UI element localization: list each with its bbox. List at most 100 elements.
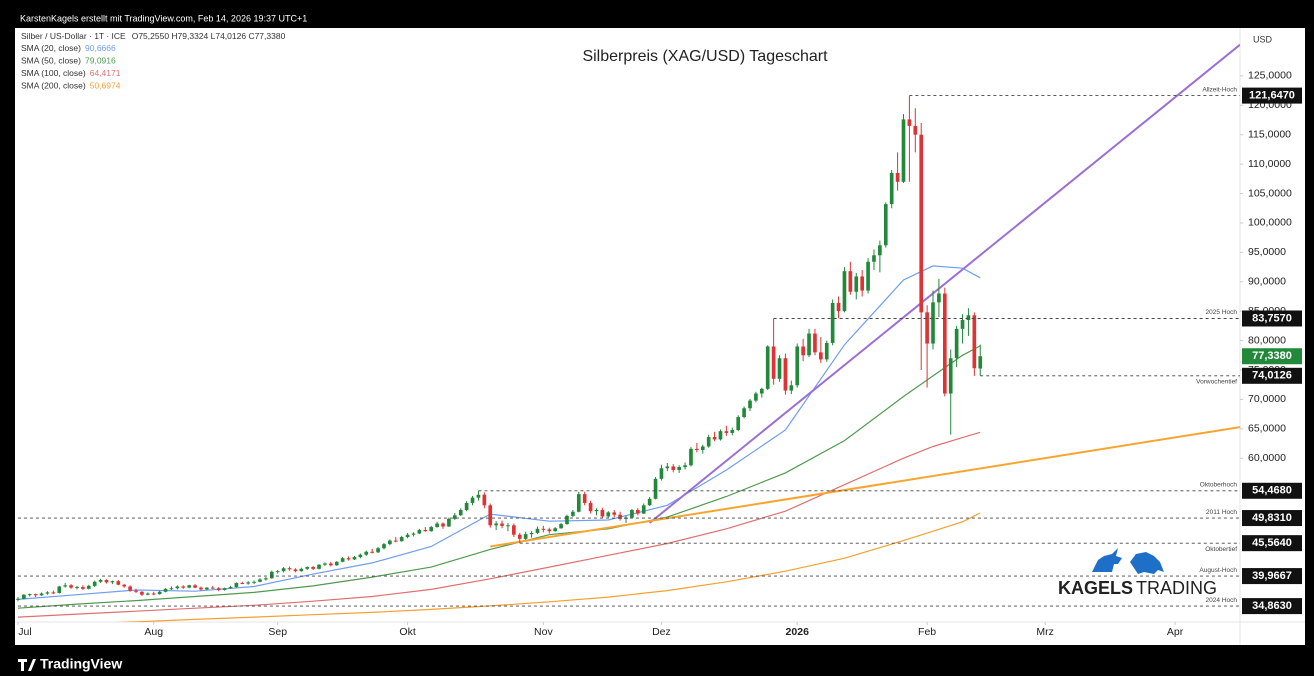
trendline: [490, 426, 1240, 548]
level-note: 2024 Hoch: [1206, 597, 1238, 604]
y-tick-label: 90,0000: [1248, 276, 1286, 288]
candle-body: [228, 587, 233, 589]
footer-brand: TradingView: [40, 656, 122, 672]
level-note: 2011 Hoch: [1206, 509, 1237, 516]
candle-body: [205, 587, 209, 590]
legend-value: 79,0916: [85, 56, 116, 66]
candle-body: [748, 400, 752, 409]
candle-body: [63, 585, 68, 587]
candle-body: [411, 533, 416, 535]
candle-body: [500, 523, 504, 526]
price-label-box: [1242, 510, 1302, 527]
candle-body: [275, 571, 280, 573]
candle-body: [45, 592, 50, 594]
chart-title: Silberpreis (XAG/USD) Tageschart: [582, 48, 828, 65]
legend-name: SMA (100, close): [21, 68, 86, 78]
candle-body: [854, 276, 859, 292]
watermark-text: KAGELS TRADING: [1058, 578, 1217, 598]
candle-body: [612, 512, 617, 515]
x-tick-label: 2026: [786, 626, 810, 638]
sma-line: [17, 265, 981, 600]
candle-body: [458, 510, 463, 516]
legend-name: SMA (200, close): [21, 81, 86, 91]
candle-body: [388, 540, 392, 545]
candle-body: [110, 581, 115, 583]
candle-body: [718, 431, 723, 440]
candle-body: [334, 561, 339, 566]
candle-body: [913, 125, 918, 135]
y-tick-label: 80,0000: [1248, 334, 1286, 346]
candle-body: [677, 467, 681, 470]
candle-body: [706, 437, 711, 447]
candle-body: [641, 505, 646, 514]
candle-body: [98, 580, 103, 582]
candle-body: [151, 593, 156, 595]
candle-body: [128, 586, 132, 591]
candle-body: [695, 448, 699, 450]
legend-entry: SMA (50, close) 79,0916: [21, 56, 116, 66]
candle-body: [931, 302, 935, 344]
price-label: 34,8630: [1252, 600, 1292, 612]
candle-body: [116, 581, 121, 585]
candle-body: [978, 356, 983, 369]
candle-body: [724, 431, 729, 433]
legend-value: 90,6666: [85, 43, 116, 53]
header-text: KarstenKagels erstellt mit TradingView.c…: [20, 13, 307, 23]
legend-ohlc: O75,2550 H79,3324 L74,0126 C77,3380: [132, 31, 286, 41]
footer-logo: TradingView: [18, 656, 122, 672]
candle-body: [169, 588, 174, 590]
candle-body: [210, 587, 215, 589]
candle-body: [16, 598, 20, 600]
legend-entry: SMA (200, close) 50,6974: [21, 81, 121, 91]
candle-body: [600, 510, 605, 517]
candle-body: [683, 465, 687, 468]
candle-body: [842, 271, 847, 312]
candle-body: [92, 581, 97, 586]
candle-body: [405, 534, 410, 538]
candle-body: [813, 333, 817, 353]
candle-body: [376, 548, 380, 553]
candle-body: [948, 358, 953, 394]
bear-icon: [1130, 552, 1164, 574]
candle-body: [122, 584, 127, 587]
candle-body: [671, 466, 676, 470]
level-note: Oktobertief: [1205, 546, 1237, 553]
legend-name: SMA (50, close): [21, 56, 81, 66]
price-label-box: [1242, 568, 1302, 585]
candle-body: [222, 588, 227, 590]
candle-body: [75, 587, 79, 589]
candle-body: [529, 532, 534, 535]
candle-body: [317, 564, 321, 569]
candle-body: [576, 494, 581, 512]
candle-body: [293, 569, 298, 572]
candle-body: [22, 594, 26, 599]
candle-body: [494, 523, 498, 526]
candle-body: [305, 567, 310, 569]
candle-body: [777, 358, 782, 379]
candle-body: [819, 352, 823, 360]
x-tick-label: Aug: [144, 626, 163, 638]
candle-body: [742, 408, 746, 418]
candle-body: [594, 510, 599, 512]
candle-body: [618, 514, 622, 519]
candle-body: [783, 358, 788, 391]
bull-icon: [1092, 548, 1122, 572]
candle-body: [33, 594, 38, 596]
candle-body: [51, 592, 56, 594]
legend-name: SMA (20, close): [21, 43, 81, 53]
candle-body: [146, 593, 150, 595]
legend-entry: SMA (20, close) 90,6666: [21, 43, 116, 53]
price-label: 74,0126: [1252, 370, 1292, 382]
candle-body: [464, 502, 469, 510]
candle-body: [417, 530, 422, 534]
candle-body: [824, 342, 829, 360]
candle-body: [423, 530, 428, 532]
price-label: 83,7570: [1252, 312, 1292, 324]
y-tick-label: 110,0000: [1248, 158, 1291, 170]
candle-body: [199, 587, 203, 590]
candle-body: [163, 588, 168, 592]
candle-body: [39, 593, 44, 596]
price-label: 45,5640: [1252, 537, 1292, 549]
candle-body: [447, 518, 451, 527]
